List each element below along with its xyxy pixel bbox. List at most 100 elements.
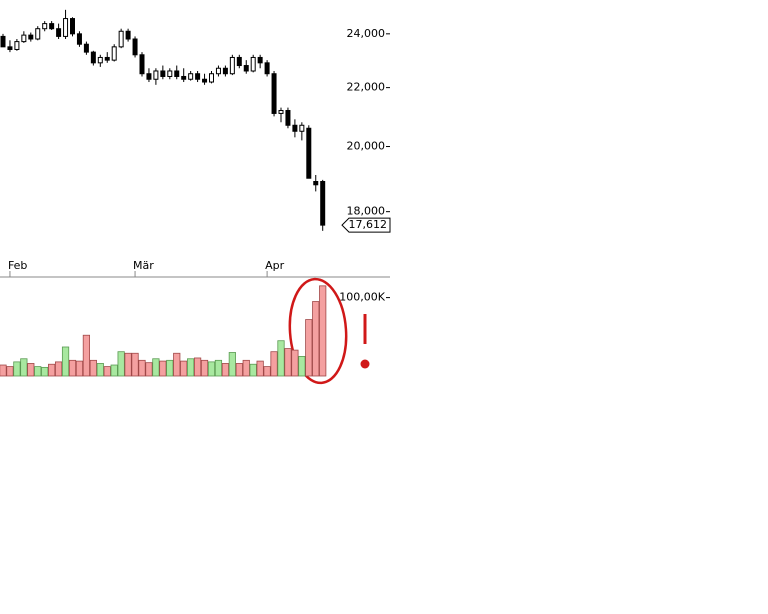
candle-body [229, 56, 235, 75]
volume-bar [193, 357, 202, 377]
volume-bar [312, 301, 320, 377]
candle-body [313, 181, 319, 186]
volume-bar [291, 349, 299, 377]
candle-body [76, 33, 82, 45]
y-tick-label: 100,00K [339, 291, 385, 304]
volume-bar [6, 366, 14, 377]
candle-body [125, 30, 131, 40]
candle-body [292, 124, 298, 132]
volume-bar [68, 359, 77, 377]
volume-bar [249, 363, 257, 377]
volume-bar [61, 346, 70, 377]
volume-bar [159, 360, 167, 377]
volume-bar [138, 359, 146, 377]
candle-body [56, 28, 62, 37]
y-tick-label: 22,000 [347, 81, 386, 94]
volume-bar [89, 359, 97, 377]
volume-bar [221, 363, 229, 377]
candle-body [278, 110, 284, 114]
exclamation-dot [360, 359, 370, 369]
volume-bar [103, 366, 111, 377]
candle-body [111, 46, 117, 61]
candle-body [250, 56, 256, 72]
volume-bar [180, 360, 188, 377]
candle-body [167, 70, 173, 77]
volume-bar [319, 285, 327, 377]
last-price-marker [341, 217, 391, 233]
candle-body [118, 30, 124, 48]
volume-bar [41, 366, 49, 377]
volume-bar [152, 358, 160, 377]
volume-bar [55, 361, 63, 377]
highlight-ellipse [288, 277, 348, 385]
volume-bar [145, 362, 153, 377]
volume-bar [27, 363, 35, 377]
candle-body [63, 18, 69, 37]
volume-bar [298, 355, 306, 377]
y-tick-label: 20,000 [347, 140, 386, 153]
candle-body [0, 35, 6, 48]
volume-bar [270, 351, 278, 377]
candle-body [306, 127, 312, 179]
volume-bar [0, 364, 7, 377]
candle-body [174, 70, 180, 77]
x-tick-label: Apr [265, 259, 285, 272]
volume-bar [48, 363, 56, 377]
volume-bar [131, 352, 139, 377]
candle-body [132, 38, 138, 56]
volume-bar [284, 348, 292, 377]
candle-body [320, 181, 326, 226]
volume-bar [13, 361, 21, 377]
x-tick-label: Feb [8, 259, 27, 272]
volume-bar [228, 352, 236, 377]
volume-bar [256, 360, 264, 377]
volume-bar [305, 319, 313, 377]
volume-bar [200, 359, 209, 377]
candle-body [153, 70, 159, 80]
volume-bar [75, 360, 84, 377]
candle-body [70, 18, 75, 35]
candle-body [264, 62, 270, 75]
volume-bar [96, 363, 104, 377]
candle-body [160, 70, 166, 77]
candle-body [35, 28, 41, 40]
candle-body [97, 56, 103, 64]
candle-body [49, 23, 55, 30]
volume-bar [166, 359, 174, 377]
candle-body [90, 51, 96, 64]
candle-body [215, 67, 221, 75]
volume-bar [173, 352, 181, 377]
candle-body [285, 110, 291, 126]
volume-bar [214, 359, 223, 377]
candle-body [188, 73, 194, 80]
y-tick-label: 24,000 [347, 27, 386, 40]
volume-bar [242, 359, 250, 377]
candle-body [299, 124, 305, 132]
candle-body [104, 56, 110, 61]
volume-bar [235, 363, 243, 377]
candle-body [202, 78, 208, 83]
candle-body [257, 56, 263, 64]
candle-body [146, 73, 152, 80]
volume-bar [277, 340, 285, 377]
candle-body [83, 43, 89, 53]
volume-bar [263, 366, 271, 377]
candle-body [139, 54, 145, 75]
volume-bar [20, 358, 28, 377]
candle-body [42, 23, 48, 30]
candle-body [222, 67, 228, 75]
candle-body [14, 41, 20, 50]
candle-body [21, 34, 27, 43]
volume-bar [34, 366, 42, 377]
candle-body [181, 75, 187, 80]
candle-body [195, 73, 201, 80]
last-price-label: 17,612 [349, 218, 388, 231]
candle-body [271, 73, 277, 114]
x-tick-label: Mär [133, 259, 154, 272]
volume-bar [110, 364, 118, 377]
volume-bar [124, 352, 132, 377]
candle-body [7, 46, 13, 50]
candle-body [236, 56, 242, 67]
volume-bar [117, 351, 125, 377]
